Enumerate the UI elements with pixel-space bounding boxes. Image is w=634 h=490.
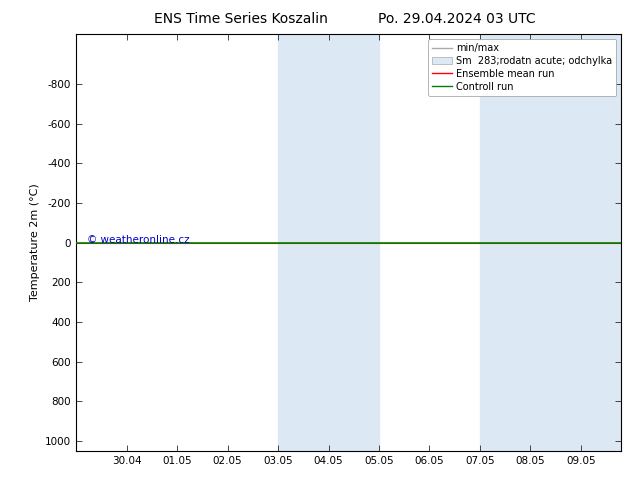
Bar [278,34,328,451]
Text: Po. 29.04.2024 03 UTC: Po. 29.04.2024 03 UTC [378,12,535,26]
Bar [480,34,621,451]
Bar [328,34,379,451]
Legend: min/max, Sm  283;rodatn acute; odchylka, Ensemble mean run, Controll run: min/max, Sm 283;rodatn acute; odchylka, … [428,39,616,96]
Text: ENS Time Series Koszalin: ENS Time Series Koszalin [154,12,328,26]
Text: © weatheronline.cz: © weatheronline.cz [87,236,190,245]
Y-axis label: Temperature 2m (°C): Temperature 2m (°C) [30,184,39,301]
